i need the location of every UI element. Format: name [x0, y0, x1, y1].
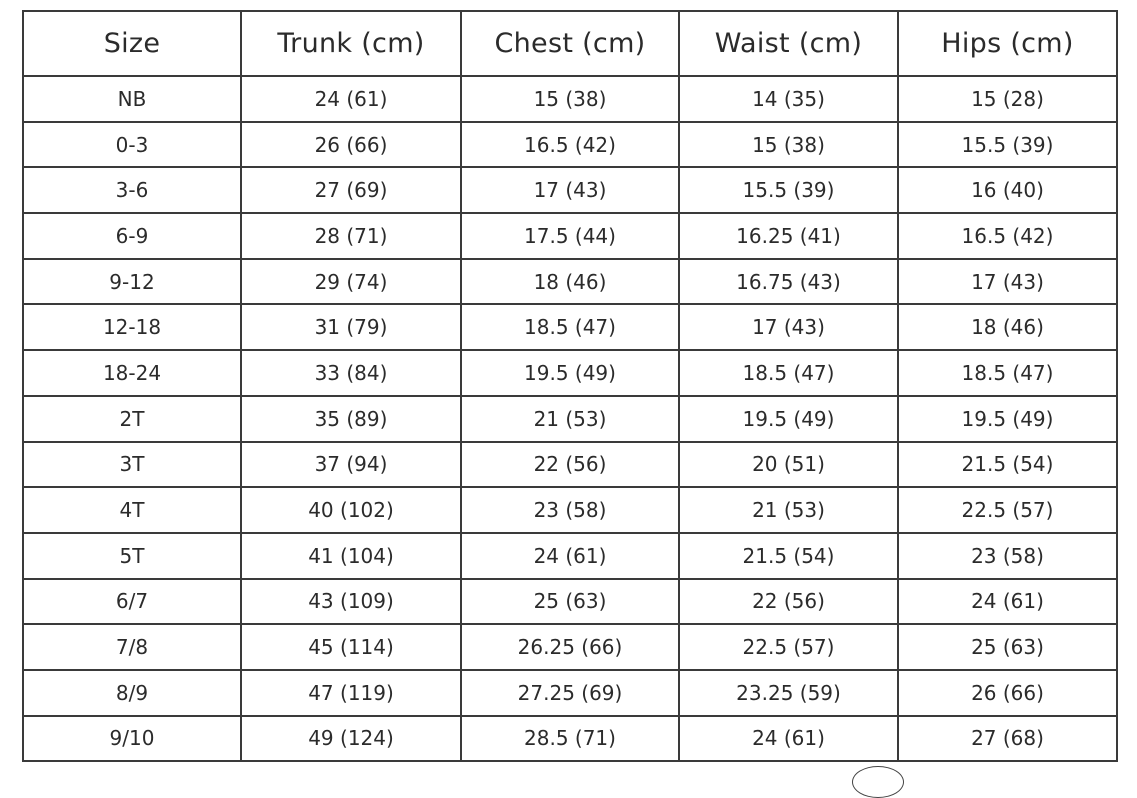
- table-row: 0-3 26 (66) 16.5 (42) 15 (38) 15.5 (39): [22, 120, 1118, 169]
- table-cell: 29 (74): [240, 257, 462, 306]
- table-row: 3T 37 (94) 22 (56) 20 (51) 21.5 (54): [22, 440, 1118, 489]
- table-cell: 21 (53): [460, 394, 680, 443]
- table-cell: 16 (40): [897, 166, 1118, 215]
- table-cell: 18 (46): [897, 303, 1118, 352]
- table-cell: 15 (28): [897, 75, 1118, 123]
- table-cell: 15.5 (39): [897, 120, 1118, 169]
- table-cell: 22 (56): [678, 577, 899, 626]
- table-cell: 24 (61): [240, 75, 462, 123]
- table-cell: 26 (66): [897, 668, 1118, 717]
- table-cell: 23 (58): [897, 531, 1118, 580]
- table-cell: 0-3: [22, 120, 242, 169]
- table-cell: 15.5 (39): [678, 166, 899, 215]
- table-cell: 8/9: [22, 668, 242, 717]
- table-cell: 9/10: [22, 714, 242, 763]
- table-cell: 45 (114): [240, 623, 462, 671]
- table-cell: 20 (51): [678, 440, 899, 489]
- table-row: 8/9 47 (119) 27.25 (69) 23.25 (59) 26 (66): [22, 668, 1118, 717]
- column-header: Size: [22, 10, 242, 77]
- table-cell: 4T: [22, 486, 242, 534]
- table-cell: 28.5 (71): [460, 714, 680, 763]
- table-cell: 19.5 (49): [897, 394, 1118, 443]
- table-cell: 23 (58): [460, 486, 680, 534]
- table-cell: 27.25 (69): [460, 668, 680, 717]
- table-cell: 40 (102): [240, 486, 462, 534]
- column-header: Waist (cm): [678, 10, 899, 77]
- table-row: 18-24 33 (84) 19.5 (49) 18.5 (47) 18.5 (47): [22, 349, 1118, 397]
- table-cell: 17 (43): [678, 303, 899, 352]
- table-cell: 43 (109): [240, 577, 462, 626]
- table-cell: 16.75 (43): [678, 257, 899, 306]
- table-cell: 33 (84): [240, 349, 462, 397]
- table-cell: 17.5 (44): [460, 212, 680, 260]
- table-cell: 23.25 (59): [678, 668, 899, 717]
- table-row: 3-6 27 (69) 17 (43) 15.5 (39) 16 (40): [22, 166, 1118, 215]
- table-row: NB 24 (61) 15 (38) 14 (35) 15 (28): [22, 75, 1118, 123]
- table-row: 2T 35 (89) 21 (53) 19.5 (49) 19.5 (49): [22, 394, 1118, 443]
- table-row: 5T 41 (104) 24 (61) 21.5 (54) 23 (58): [22, 531, 1118, 580]
- table-cell: 21 (53): [678, 486, 899, 534]
- table-cell: 15 (38): [678, 120, 899, 169]
- column-header: Hips (cm): [897, 10, 1118, 77]
- table-row: 12-18 31 (79) 18.5 (47) 17 (43) 18 (46): [22, 303, 1118, 352]
- table-cell: 2T: [22, 394, 242, 443]
- table-cell: 17 (43): [897, 257, 1118, 306]
- table-cell: 37 (94): [240, 440, 462, 489]
- table-cell: 16.5 (42): [460, 120, 680, 169]
- column-header: Chest (cm): [460, 10, 680, 77]
- table-cell: 31 (79): [240, 303, 462, 352]
- table-row: 6/7 43 (109) 25 (63) 22 (56) 24 (61): [22, 577, 1118, 626]
- table-cell: 16.25 (41): [678, 212, 899, 260]
- table-cell: 24 (61): [460, 531, 680, 580]
- table-cell: 26 (66): [240, 120, 462, 169]
- table-cell: 24 (61): [678, 714, 899, 763]
- table-cell: 16.5 (42): [897, 212, 1118, 260]
- partial-circle-decoration: [852, 766, 904, 798]
- table-cell: 6-9: [22, 212, 242, 260]
- column-header: Trunk (cm): [240, 10, 462, 77]
- table-cell: 14 (35): [678, 75, 899, 123]
- table-cell: 21.5 (54): [678, 531, 899, 580]
- table-cell: 26.25 (66): [460, 623, 680, 671]
- table-cell: 25 (63): [897, 623, 1118, 671]
- table-row: 7/8 45 (114) 26.25 (66) 22.5 (57) 25 (63): [22, 623, 1118, 671]
- table-cell: 7/8: [22, 623, 242, 671]
- table-cell: 18.5 (47): [897, 349, 1118, 397]
- table-cell: 47 (119): [240, 668, 462, 717]
- table-cell: 41 (104): [240, 531, 462, 580]
- table-row: 4T 40 (102) 23 (58) 21 (53) 22.5 (57): [22, 486, 1118, 534]
- table-cell: 27 (69): [240, 166, 462, 215]
- table-cell: 18-24: [22, 349, 242, 397]
- table-cell: 19.5 (49): [678, 394, 899, 443]
- table-row: 6-9 28 (71) 17.5 (44) 16.25 (41) 16.5 (42): [22, 212, 1118, 260]
- table-cell: 15 (38): [460, 75, 680, 123]
- table-cell: 18 (46): [460, 257, 680, 306]
- table-cell: 3-6: [22, 166, 242, 215]
- table-cell: 9-12: [22, 257, 242, 306]
- table-cell: 21.5 (54): [897, 440, 1118, 489]
- table-cell: 6/7: [22, 577, 242, 626]
- table-cell: 35 (89): [240, 394, 462, 443]
- table-cell: 25 (63): [460, 577, 680, 626]
- table-cell: 27 (68): [897, 714, 1118, 763]
- table-cell: 28 (71): [240, 212, 462, 260]
- table-cell: 5T: [22, 531, 242, 580]
- table-cell: 12-18: [22, 303, 242, 352]
- header-row: Size Trunk (cm) Chest (cm) Waist (cm) Hips (…: [22, 10, 1118, 77]
- table-row: 9-12 29 (74) 18 (46) 16.75 (43) 17 (43): [22, 257, 1118, 306]
- table-cell: 17 (43): [460, 166, 680, 215]
- table-cell: 24 (61): [897, 577, 1118, 626]
- table-cell: 49 (124): [240, 714, 462, 763]
- table-cell: 22.5 (57): [678, 623, 899, 671]
- table-cell: 18.5 (47): [460, 303, 680, 352]
- table-cell: 22.5 (57): [897, 486, 1118, 534]
- table-cell: 18.5 (47): [678, 349, 899, 397]
- table-cell: 3T: [22, 440, 242, 489]
- table-cell: NB: [22, 75, 242, 123]
- table-cell: 19.5 (49): [460, 349, 680, 397]
- table-row: 9/10 49 (124) 28.5 (71) 24 (61) 27 (68): [22, 714, 1118, 763]
- table-cell: 22 (56): [460, 440, 680, 489]
- size-chart-table: Size Trunk (cm) Chest (cm) Waist (cm) Hips (…: [22, 10, 1118, 763]
